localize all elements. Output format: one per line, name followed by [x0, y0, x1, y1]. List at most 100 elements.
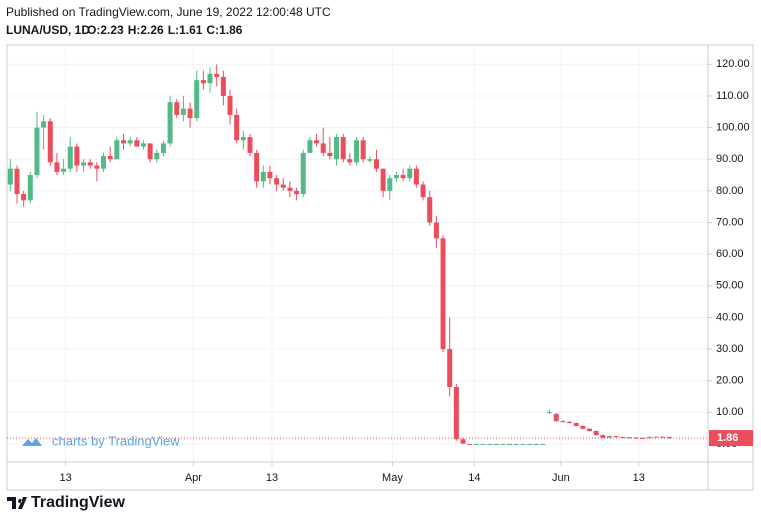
candle-body: [274, 178, 280, 185]
candle-body: [380, 168, 386, 191]
candle-body: [294, 190, 300, 195]
candle-body: [134, 140, 140, 147]
candle-body: [147, 143, 153, 160]
candle-body: [580, 425, 586, 429]
x-tick-label: 13: [266, 472, 278, 484]
candle-body: [427, 197, 433, 223]
candle-body: [606, 436, 612, 438]
candle-body: [453, 387, 459, 440]
ohlc-value: 2.26: [140, 23, 164, 37]
footer-logo: TradingView: [7, 494, 126, 511]
candle-body: [547, 412, 553, 414]
candle-body: [393, 175, 399, 179]
y-tick-label: 60.00: [716, 248, 744, 260]
candle-body: [473, 443, 479, 445]
candle-body: [314, 140, 320, 144]
candle-body: [573, 423, 579, 426]
candle-body: [260, 171, 266, 182]
candle-body: [420, 184, 426, 198]
candle-body: [626, 437, 632, 439]
candle-body: [21, 194, 27, 201]
candle-body: [7, 168, 13, 185]
candle-body: [54, 162, 60, 172]
candle-body: [81, 162, 87, 166]
candle-body: [74, 146, 80, 166]
candle-body: [587, 428, 592, 431]
y-tick-label: 80.00: [716, 185, 744, 197]
candle-body: [620, 437, 626, 439]
x-tick-label: Apr: [185, 472, 202, 484]
candle-body: [267, 171, 273, 179]
watermark: charts by TradingView: [22, 433, 180, 448]
candle-body: [640, 437, 646, 439]
candle-body: [500, 443, 506, 445]
candle-body: [240, 137, 246, 141]
candle-body: [320, 143, 326, 153]
candle-body: [114, 140, 120, 160]
candle-body: [513, 443, 519, 445]
candle-body: [567, 421, 573, 424]
candle-body: [633, 437, 639, 439]
x-tick-label: 14: [468, 472, 480, 484]
candle-body: [653, 436, 659, 438]
ohlc-value: 2.23: [100, 23, 124, 37]
candle-body: [214, 73, 220, 77]
candle-body: [520, 443, 526, 445]
candle-body: [447, 349, 453, 388]
candle-body: [540, 443, 546, 445]
candle-body: [360, 140, 366, 160]
brand: TradingView: [31, 494, 126, 511]
candle-body: [27, 175, 33, 201]
candle-body: [227, 95, 233, 115]
candle-body: [47, 121, 53, 163]
candle-body: [154, 152, 160, 160]
candle-body: [107, 156, 113, 160]
candle-body: [354, 140, 359, 163]
x-tick-label: 13: [633, 472, 645, 484]
y-tick-label: 100.00: [716, 121, 750, 133]
candle-body: [194, 80, 200, 119]
candle-body: [307, 140, 313, 153]
y-tick-label: 10.00: [716, 406, 744, 418]
candle-body: [553, 413, 559, 422]
candle-body: [14, 168, 20, 195]
candle-body: [480, 443, 486, 445]
candle-body: [340, 137, 346, 160]
candle-body: [533, 443, 539, 445]
candle-body: [527, 443, 533, 445]
candle-body: [300, 152, 306, 195]
candle-body: [407, 168, 413, 179]
last-price-box: [709, 430, 753, 447]
candle-body: [613, 436, 619, 438]
candle-body: [61, 168, 67, 172]
candle-body: [247, 137, 253, 153]
ohlc-key: L:: [168, 23, 179, 37]
candle-body: [560, 421, 566, 423]
ohlc-key: O:: [87, 23, 100, 37]
y-tick-label: 50.00: [716, 280, 744, 292]
y-tick-label: 30.00: [716, 343, 744, 355]
symbol: LUNA/USD, 1D: [6, 23, 90, 37]
candle-body: [367, 159, 373, 161]
x-tick-label: 13: [59, 472, 71, 484]
candle-body: [507, 443, 513, 445]
watermark-text: charts by TradingView: [52, 433, 180, 448]
candle-body: [254, 152, 260, 182]
x-tick-label: Jun: [552, 472, 570, 484]
logo-icon: [7, 497, 27, 509]
candle-body: [200, 80, 206, 84]
ohlc-key: H:: [128, 23, 141, 37]
candle-body: [121, 140, 126, 144]
candle-body: [593, 430, 599, 436]
ohlc-value: 1.86: [219, 23, 243, 37]
y-tick-label: 120.00: [716, 58, 750, 70]
candle-body: [167, 102, 173, 144]
candle-body: [280, 184, 286, 188]
candle-body: [41, 121, 47, 128]
candle-body: [234, 114, 240, 141]
x-tick-label: May: [382, 472, 403, 484]
candle-body: [493, 443, 499, 445]
candle-body: [180, 108, 186, 115]
candle-body: [400, 175, 406, 179]
